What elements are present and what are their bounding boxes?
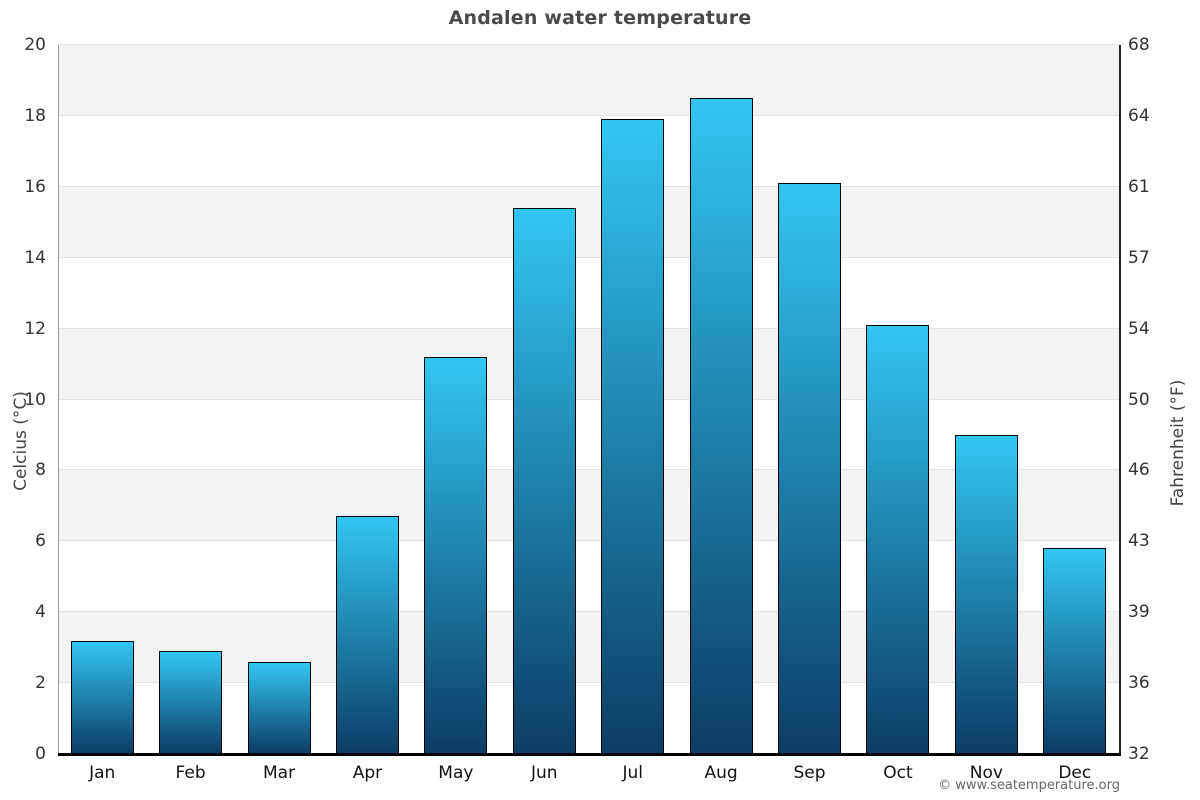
gridline [58,540,1119,542]
bar-nov [954,434,1018,754]
celsius-tick-label: 18 [24,105,46,126]
fahrenheit-tick-label: 61 [1128,176,1150,197]
gridline [58,398,1119,400]
grid-band [58,115,1119,187]
bar-sep [778,183,842,754]
month-label-nov: Nov [969,763,1003,783]
fahrenheit-axis-line [1119,45,1121,754]
month-label-mar: Mar [262,763,296,783]
grid-band [58,683,1119,754]
x-axis-line [58,753,1121,756]
month-label-apr: Apr [352,763,383,783]
bar-dec [1043,548,1107,754]
celsius-tick-label: 20 [24,35,46,55]
grid-band [58,45,1119,116]
bar-apr [335,516,399,754]
celsius-tick-label: 2 [35,673,46,694]
celsius-tick-label: 16 [24,176,46,197]
month-label-jan: Jan [89,763,116,783]
bar-jan [70,640,134,754]
month-label-may: May [438,763,474,783]
gridline [58,611,1119,613]
month-label-oct: Oct [883,763,913,783]
bar-mar [247,661,311,754]
chart-title: Andalen water temperature [448,7,752,29]
celsius-axis-line [58,45,59,754]
grid-band [58,612,1119,684]
celsius-tick-label: 8 [35,460,46,481]
fahrenheit-tick-label: 50 [1128,389,1150,410]
bar-jun [512,208,576,754]
bar-oct [866,325,930,754]
fahrenheit-tick-label: 43 [1128,531,1150,552]
grid-band [58,470,1119,542]
month-label-dec: Dec [1058,763,1092,783]
gridline [58,682,1119,684]
fahrenheit-tick-label: 57 [1128,247,1150,268]
fahrenheit-tick-label: 46 [1128,460,1150,481]
gridline [58,114,1119,116]
fahrenheit-tick-label: 64 [1128,105,1150,126]
fahrenheit-tick-label: 36 [1128,673,1150,694]
month-label-aug: Aug [704,763,738,783]
fahrenheit-tick-label: 68 [1128,35,1150,55]
gridline [58,44,1119,45]
grid-band [58,328,1119,400]
bar-aug [689,98,753,754]
celsius-tick-label: 6 [35,531,46,552]
fahrenheit-tick-label: 54 [1128,318,1150,339]
month-label-sep: Sep [793,763,826,783]
bar-may [424,356,488,754]
celsius-tick-label: 10 [24,389,46,410]
watermark: © www.seatemperature.org [938,778,1120,793]
gridline [58,185,1119,187]
celsius-tick-label: 14 [24,247,46,268]
fahrenheit-tick-label: 39 [1128,602,1150,623]
celsius-tick-label: 0 [35,744,46,764]
gridline [58,327,1119,329]
month-label-jul: Jul [622,763,643,783]
grid-band [58,257,1119,329]
month-label-feb: Feb [175,763,206,783]
grid-band [58,186,1119,258]
grid-band [58,541,1119,613]
fahrenheit-tick-label: 32 [1128,744,1150,764]
bar-feb [159,651,223,754]
month-label-jun: Jun [531,763,558,783]
gridline [58,469,1119,471]
celsius-tick-label: 4 [35,602,46,623]
bar-jul [601,119,665,754]
celsius-tick-label: 12 [24,318,46,339]
grid-band [58,399,1119,471]
gridline [58,256,1119,258]
